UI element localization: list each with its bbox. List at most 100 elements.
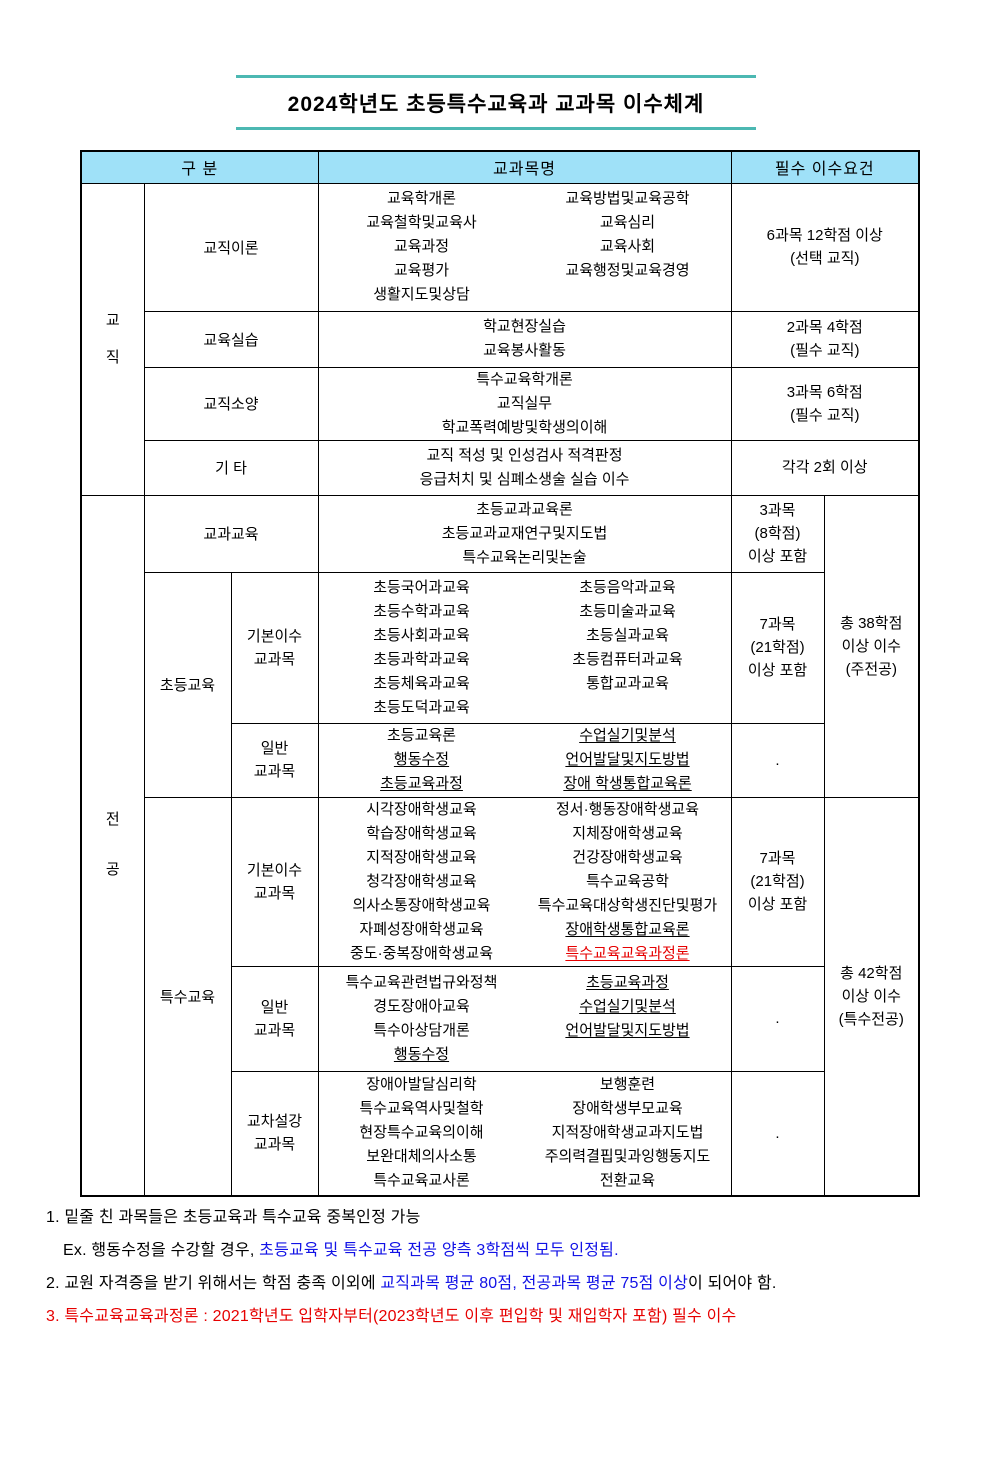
- course-item: 중도·중복장애학생교육: [350, 944, 493, 962]
- course-item: 초등교과교재연구및지도법: [441, 524, 608, 542]
- row-teaching-practice: 교육실습 학교현장실습 교육봉사활동 2과목 4학점 (필수 교직): [81, 310, 920, 368]
- course-item: 장애아발달심리학: [366, 1076, 477, 1094]
- cell-cross-requirement: .: [730, 1070, 825, 1197]
- cell-special-basic-requirement: 7과목 (21학점) 이상 포함: [730, 796, 825, 967]
- course-item: 보행훈련: [599, 1076, 656, 1094]
- course-column-right: 초등음악과교육 초등미술과교육 초등실과교육 초등컴퓨터과교육 통합교과교육: [525, 576, 731, 696]
- course-item: 초등교육론: [386, 727, 456, 744]
- cell-total-main-major: 총 38학점 이상 이수 (주전공): [823, 494, 920, 798]
- course-item: 교직 적성 및 인성검사 적격판정: [426, 446, 623, 464]
- page-title: 2024학년도 초등특수교육과 교과목 이수체계: [287, 93, 705, 116]
- course-item: 전환교육: [599, 1172, 656, 1190]
- cell-theory-requirement: 6과목 12학점 이상 (선택 교직): [730, 182, 920, 312]
- course-item: 교육과정: [393, 238, 450, 255]
- course-column-left: 초등교육론 행동수정 초등교육과정: [319, 724, 525, 796]
- course-item: 학교현장실습: [483, 318, 566, 335]
- header-requirement: 필수 이수요건: [730, 150, 920, 184]
- footnote-1-example: Ex. 행동수정을 수강할 경우, 초등교육 및 특수교육 전공 양측 3학점씩…: [63, 1240, 992, 1261]
- cell-practice-courses: 학교현장실습 교육봉사활동: [317, 310, 732, 368]
- course-item: 생활지도및상담: [373, 286, 470, 303]
- row-special-cross-listed: 교차설강 교과목 장애아발달심리학 특수교육역사및철학 현장특수교육의이해 보완대체의…: [81, 1070, 919, 1197]
- table-header-row: 구 분 교과목명 필수 이수요건: [80, 150, 920, 184]
- course-item: 의사소통장애학생교육: [352, 896, 491, 914]
- row-teaching-theory: 교 직 교직이론 교육학개론 교육철학및교육사 교육과정 교육평가 생활지도및상담 교육…: [80, 182, 920, 496]
- course-item: 특수교육교육과정론: [565, 944, 690, 962]
- row-special-basic: 특수교육 기본이수 교과목 시각장애학생교육 학습장애학생교육 지적장애학생교육 청각…: [81, 796, 920, 1197]
- course-item: 수업실기및분석: [579, 997, 676, 1015]
- cell-total-special-major: 총 42학점 이상 이수 (특수전공): [823, 796, 920, 1197]
- course-item: 보완대체의사소통: [366, 1148, 477, 1166]
- course-item: 특수교육관련법규와정책: [345, 973, 498, 991]
- cell-ethics-requirement: 3과목 6학점 (필수 교직): [730, 366, 920, 441]
- course-item: 초등음악과교육: [579, 578, 676, 596]
- cell-theory-label: 교직이론: [143, 182, 319, 312]
- cell-special-general-requirement: .: [730, 965, 825, 1072]
- course-item: 교육학개론: [386, 190, 456, 207]
- cell-elem-basic-requirement: 7과목 (21학점) 이상 포함: [730, 571, 825, 724]
- footnote-3: 3. 특수교육교육과정론 : 2021학년도 입학자부터(2023학년도 이후 …: [46, 1306, 992, 1327]
- course-column-right: 초등교육과정 수업실기및분석 언어발달및지도방법: [525, 971, 731, 1043]
- course-item: 언어발달및지도방법: [565, 751, 690, 768]
- course-item: 초등수학과교육: [373, 602, 470, 620]
- header-course-name: 교과목명: [317, 150, 732, 184]
- footnote-1: 1. 밑줄 친 과목들은 초등교육과 특수교육 중복인정 가능: [46, 1207, 992, 1228]
- cell-subject-edu-label: 교과교육: [143, 494, 319, 573]
- footnote-1-text: 1. 밑줄 친 과목들은 초등교육과 특수교육 중복인정 가능: [46, 1209, 421, 1226]
- cell-special-label: 특수교육: [143, 796, 232, 1197]
- course-column-center: 학교현장실습 교육봉사활동: [319, 315, 730, 363]
- cell-subject-edu-requirement: 3과목 (8학점) 이상 포함: [730, 494, 825, 573]
- course-item: 교육평가: [393, 262, 450, 279]
- course-item: 수업실기및분석: [579, 727, 676, 744]
- course-item: 경도장애아교육: [373, 997, 470, 1015]
- course-item: 교육방법및교육공학: [565, 190, 690, 207]
- cell-subject-edu-courses: 초등교과교육론 초등교과교재연구및지도법 특수교육논리및논술: [317, 494, 732, 573]
- group-label-major: 전 공: [80, 494, 145, 1197]
- course-item: 건강장애학생교육: [572, 848, 683, 866]
- course-item: 특수교육학개론: [476, 370, 573, 388]
- course-item: 교육심리: [599, 214, 656, 231]
- row-teaching-etc: 기 타 교직 적성 및 인성검사 적격판정 응급처치 및 심폐소생술 실습 이수 …: [81, 439, 920, 496]
- course-column-right: 수업실기및분석 언어발달및지도방법 장애 학생통합교육론: [525, 724, 731, 796]
- cell-cross-courses: 장애아발달심리학 특수교육역사및철학 현장특수교육의이해 보완대체의사소통 특수교육교사…: [317, 1070, 732, 1197]
- footnote-3-text: 3. 특수교육교육과정론 : 2021학년도 입학자부터(2023학년도 이후 …: [46, 1308, 737, 1325]
- course-item: 지적장애학생교과지도법: [551, 1124, 704, 1142]
- footnotes: 1. 밑줄 친 과목들은 초등교육과 특수교육 중복인정 가능 Ex. 행동수정…: [46, 1207, 992, 1327]
- course-item: 교육행정및교육경영: [565, 262, 690, 279]
- cell-special-general-label: 일반 교과목: [230, 965, 319, 1072]
- footnote-1-example-blue: 초등교육 및 특수교육 전공 양측 3학점씩 모두 인정됨.: [259, 1242, 619, 1259]
- course-item: 교육사회: [599, 238, 656, 255]
- cell-cross-label: 교차설강 교과목: [230, 1070, 319, 1197]
- footnote-1-example-black: Ex. 행동수정을 수강할 경우,: [63, 1242, 260, 1259]
- cell-elem-general-label: 일반 교과목: [230, 722, 319, 798]
- course-item: 초등체육과교육: [373, 674, 470, 692]
- cell-practice-requirement: 2과목 4학점 (필수 교직): [730, 310, 920, 368]
- course-column-center: 교직 적성 및 인성검사 적격판정 응급처치 및 심폐소생술 실습 이수: [319, 444, 730, 492]
- cell-ethics-label: 교직소양: [143, 366, 319, 441]
- row-special-general: 일반 교과목 특수교육관련법규와정책 경도장애아교육 특수아상담개론 행동수정 초등교…: [81, 965, 919, 1072]
- course-column-center: 초등교과교육론 초등교과교재연구및지도법 특수교육논리및논술: [319, 498, 730, 570]
- cell-etc-label: 기 타: [143, 439, 319, 496]
- footnote-2-black-tail: 이 되어야 함.: [688, 1275, 777, 1292]
- course-item: 통합교과교육: [586, 674, 669, 692]
- course-item: 정서·행동장애학생교육: [556, 800, 699, 818]
- cell-etc-requirement: 각각 2회 이상: [730, 439, 920, 496]
- cell-elementary-label: 초등교육: [143, 571, 232, 798]
- course-item: 초등미술과교육: [579, 602, 676, 620]
- course-item: 지체장애학생교육: [572, 824, 683, 842]
- course-item: 초등과학과교육: [373, 650, 470, 668]
- course-column-center: 특수교육학개론 교직실무 학교폭력예방및학생의이해: [319, 368, 730, 439]
- cell-elem-general-courses: 초등교육론 행동수정 초등교육과정 수업실기및분석 언어발달및지도방법 장애 학생통합교…: [317, 722, 732, 798]
- course-item: 장애학생통합교육론: [565, 920, 690, 938]
- header-category: 구 분: [80, 150, 319, 184]
- footnote-2-blue: 교직과목 평균 80점, 전공과목 평균 75점 이상: [380, 1275, 689, 1292]
- course-item: 특수교육교사론: [373, 1172, 470, 1190]
- course-item: 청각장애학생교육: [366, 872, 477, 890]
- course-item: 특수교육대상학생진단및평가: [537, 896, 718, 914]
- cell-theory-courses: 교육학개론 교육철학및교육사 교육과정 교육평가 생활지도및상담 교육방법및교육공학 교육…: [317, 182, 732, 312]
- course-item: 행동수정: [393, 1045, 450, 1063]
- course-item: 초등사회과교육: [373, 626, 470, 644]
- course-item: 학습장애학생교육: [366, 824, 477, 842]
- course-item: 초등교육과정: [586, 973, 669, 991]
- course-item: 초등교과교육론: [476, 500, 573, 518]
